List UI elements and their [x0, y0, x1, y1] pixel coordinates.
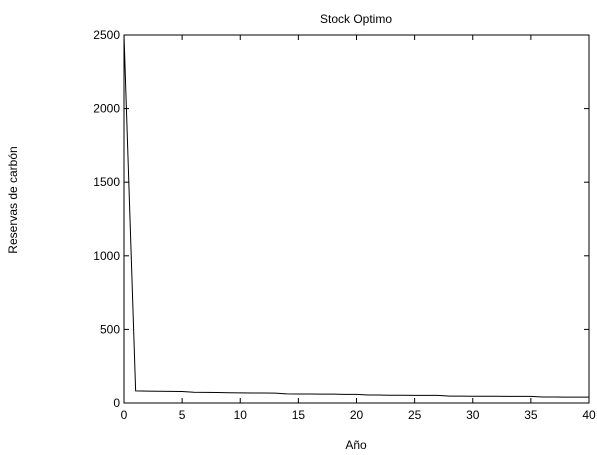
- x-tick-label: 15: [292, 408, 306, 422]
- x-tick-label: 40: [582, 408, 596, 422]
- y-tick-label: 1500: [93, 175, 120, 189]
- x-tick-label: 0: [121, 408, 128, 422]
- plot-area: [123, 34, 590, 404]
- series-line: [123, 34, 589, 398]
- y-tick-label: 0: [113, 396, 120, 410]
- chart-title: Stock Optimo: [320, 12, 392, 26]
- x-axis: 0 5 10 15 20 25 30 35 40: [121, 35, 596, 422]
- y-tick-label: 2000: [93, 102, 120, 116]
- x-tick-label: 5: [179, 408, 186, 422]
- x-axis-label: Año: [345, 438, 367, 452]
- y-tick-label: 500: [100, 322, 120, 336]
- x-tick-label: 20: [350, 408, 364, 422]
- y-axis-label: Reservas de carbón: [6, 146, 20, 253]
- x-tick-label: 10: [234, 408, 248, 422]
- x-tick-label: 30: [466, 408, 480, 422]
- y-tick-label: 1000: [93, 249, 120, 263]
- y-axis: 0 500 1000 1500 2000 2500: [93, 28, 589, 410]
- x-tick-label: 25: [408, 408, 422, 422]
- y-tick-label: 2500: [93, 28, 120, 42]
- x-tick-label: 35: [524, 408, 538, 422]
